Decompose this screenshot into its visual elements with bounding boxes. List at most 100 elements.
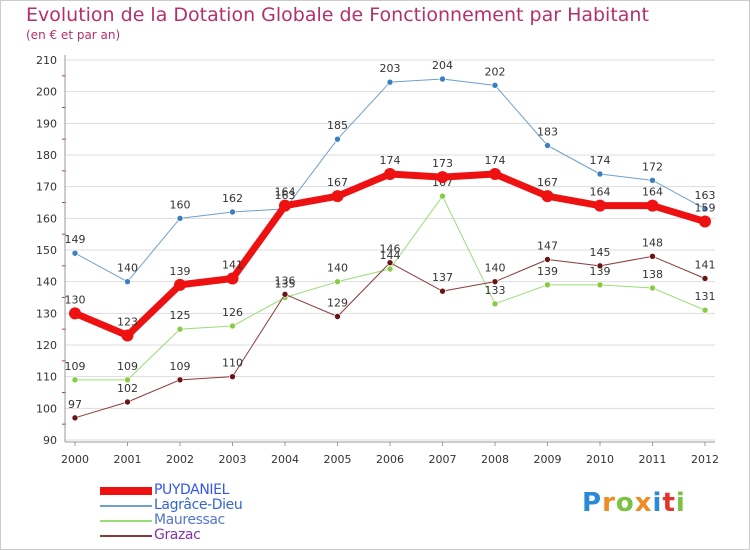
- y-tick-label: 100: [36, 402, 57, 415]
- data-label: 147: [537, 240, 558, 253]
- x-tick-label: 2005: [324, 453, 352, 466]
- y-tick-label: 110: [36, 371, 57, 384]
- data-label: 164: [275, 186, 296, 199]
- data-label: 123: [117, 316, 138, 329]
- y-tick-label: 180: [36, 149, 57, 162]
- data-label: 102: [117, 382, 138, 395]
- data-point: [649, 284, 656, 292]
- data-point: [281, 291, 289, 298]
- data-label: 204: [432, 59, 453, 72]
- x-tick-label: 2000: [61, 453, 89, 466]
- data-label: 131: [695, 290, 716, 303]
- data-point: [701, 306, 709, 314]
- data-point: [71, 376, 79, 384]
- data-point: [229, 208, 236, 216]
- data-point: [439, 192, 446, 200]
- data-point: [384, 168, 396, 180]
- x-tick-label: 2008: [481, 453, 509, 466]
- data-point: [491, 278, 499, 285]
- data-point: [489, 168, 501, 180]
- data-label: 109: [65, 360, 86, 373]
- data-point: [544, 256, 551, 263]
- legend-swatch: [100, 535, 152, 537]
- data-label: 97: [68, 398, 82, 411]
- data-point: [701, 275, 709, 282]
- data-point: [334, 313, 341, 320]
- data-point: [331, 190, 344, 203]
- data-point: [649, 253, 656, 260]
- x-tick-label: 2009: [534, 453, 562, 466]
- data-label: 139: [590, 265, 611, 278]
- x-tick-label: 2003: [219, 453, 247, 466]
- data-label: 173: [432, 157, 453, 170]
- data-label: 183: [537, 126, 558, 139]
- plot-area: [65, 55, 715, 440]
- data-label: 109: [117, 360, 138, 373]
- data-point: [544, 281, 551, 289]
- data-point: [334, 278, 341, 285]
- proxiti-logo: Proxiti: [582, 488, 686, 518]
- y-tick-label: 130: [36, 307, 57, 320]
- data-point: [386, 78, 394, 86]
- data-point: [594, 199, 606, 212]
- x-tick-label: 2011: [639, 453, 667, 466]
- logo-letter: i: [675, 488, 686, 518]
- logo-letter: i: [652, 488, 663, 518]
- data-label: 203: [380, 62, 401, 75]
- x-tick-label: 2012: [691, 453, 719, 466]
- data-label: 139: [170, 265, 191, 278]
- data-label: 163: [695, 189, 716, 202]
- y-tick-label: 140: [36, 276, 57, 289]
- data-point: [124, 376, 131, 384]
- data-label: 137: [432, 271, 453, 284]
- chart-title: Evolution de la Dotation Globale de Fonc…: [26, 4, 649, 26]
- data-point: [334, 135, 341, 143]
- line-chart: 90 100 110 120 130 140 150 160 170 180 190 200 210 20…: [36, 54, 719, 466]
- data-point: [176, 215, 184, 222]
- data-label: 167: [327, 176, 348, 189]
- data-label: 185: [327, 119, 348, 132]
- y-tick-label: 210: [36, 54, 57, 67]
- data-point: [229, 373, 236, 380]
- logo-letter: o: [615, 488, 635, 518]
- data-label: 174: [590, 154, 611, 167]
- data-label: 148: [642, 236, 663, 249]
- x-tick-label: 2010: [586, 453, 614, 466]
- data-point: [226, 272, 239, 285]
- legend-swatch: [100, 487, 152, 495]
- legend-label: Mauressac: [154, 512, 225, 528]
- data-label: 164: [642, 186, 663, 199]
- legend-label: Lagrâce-Dieu: [154, 497, 243, 513]
- y-tick-label: 150: [36, 244, 57, 257]
- data-point: [649, 177, 656, 184]
- legend-label: Grazac: [154, 527, 201, 543]
- data-label: 126: [222, 306, 243, 319]
- x-tick-label: 2006: [376, 453, 404, 466]
- data-point: [544, 142, 551, 149]
- data-point: [699, 215, 711, 228]
- data-point: [124, 278, 131, 285]
- legend-swatch: [100, 520, 152, 522]
- data-label: 145: [590, 246, 611, 259]
- data-point: [386, 259, 394, 266]
- data-label: 110: [222, 357, 243, 370]
- data-point: [541, 190, 554, 203]
- y-tick-label: 200: [36, 86, 57, 99]
- logo-letter: P: [582, 488, 603, 518]
- data-label: 159: [695, 202, 716, 215]
- data-point: [71, 414, 79, 422]
- data-point: [596, 281, 604, 289]
- data-label: 163: [275, 189, 296, 202]
- data-point: [176, 376, 184, 384]
- data-label: 139: [537, 265, 558, 278]
- data-label: 125: [170, 309, 191, 322]
- logo-letter: x: [634, 488, 653, 518]
- data-point: [439, 75, 446, 83]
- data-point: [121, 329, 134, 342]
- x-tick-label: 2002: [166, 453, 194, 466]
- data-label: 164: [590, 186, 611, 199]
- data-label: 172: [642, 160, 663, 173]
- data-label: 202: [485, 65, 506, 78]
- data-label: 167: [537, 176, 558, 189]
- data-label: 160: [170, 198, 191, 211]
